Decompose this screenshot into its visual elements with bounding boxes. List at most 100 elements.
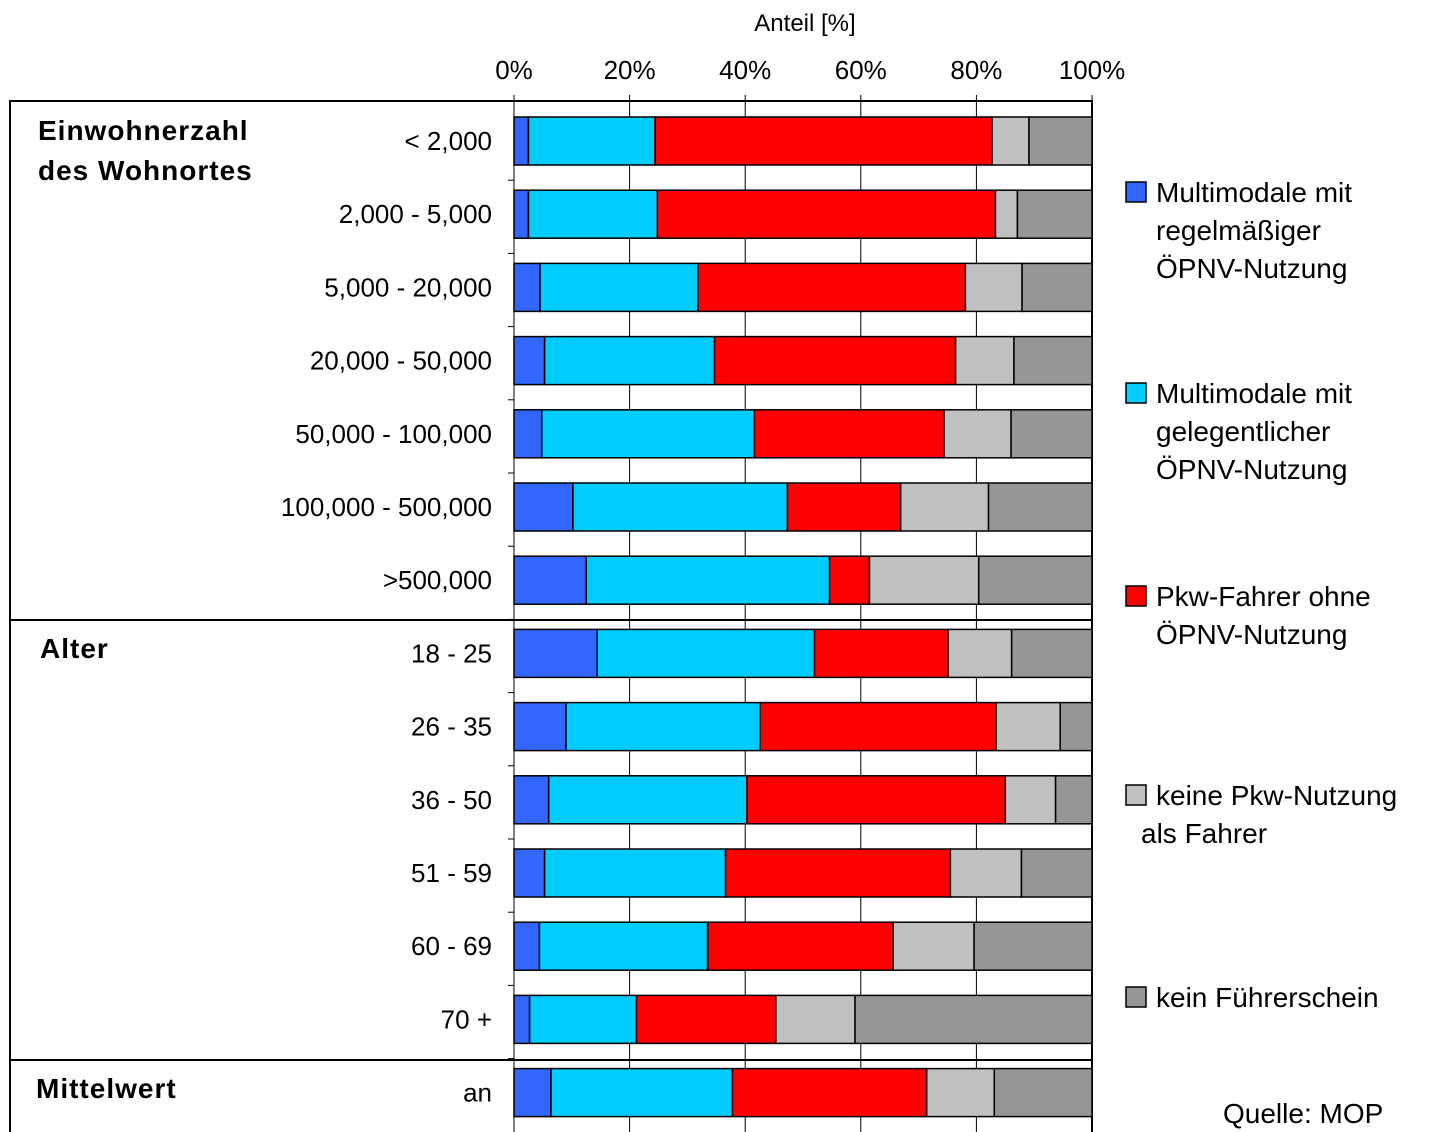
bar-segment	[513, 555, 587, 605]
bar-segment	[1016, 189, 1093, 239]
legend-swatch	[1125, 585, 1147, 607]
bar-segment	[868, 555, 980, 605]
bar-segment	[1054, 775, 1093, 825]
x-tick-label: 60%	[835, 55, 887, 85]
x-tick-label: 0%	[495, 55, 533, 85]
bar-segment	[828, 555, 871, 605]
bar-segment	[539, 262, 699, 313]
bar-segment	[543, 335, 716, 386]
bar-segment	[528, 994, 638, 1045]
group-label: des Wohnortes	[38, 155, 253, 186]
legend-label: ÖPNV-Nutzung	[1156, 253, 1347, 284]
bar-segment	[949, 848, 1023, 898]
bar-segment	[892, 921, 975, 971]
legend-swatch	[1125, 382, 1147, 404]
legend-label: Multimodale mit	[1156, 378, 1352, 409]
legend-swatch	[1125, 784, 1147, 806]
bar-segment	[786, 482, 902, 532]
bar-segment	[964, 262, 1023, 313]
bar-segment	[654, 116, 993, 166]
legend-label: kein Führerschein	[1156, 982, 1379, 1013]
legend-label: Pkw-Fahrer ohne	[1156, 581, 1371, 612]
bar-segment	[713, 335, 957, 386]
bar-segment	[746, 775, 1007, 825]
bar-segment	[1004, 775, 1057, 825]
bar-segment	[513, 409, 543, 459]
bar-segment	[813, 628, 949, 679]
bar-segment	[513, 848, 546, 898]
bar-segment	[1010, 628, 1093, 679]
group-label: Mittelwert	[36, 1073, 177, 1104]
legend-label: keine Pkw-Nutzung	[1156, 780, 1397, 811]
category-label: 2,000 - 5,000	[339, 199, 492, 229]
legend-label: regelmäßiger	[1156, 215, 1321, 246]
bar-segment	[513, 116, 530, 166]
bar-segment	[656, 189, 997, 239]
bar-segment	[1028, 116, 1093, 166]
bar-segment	[527, 189, 659, 239]
legend-label: als Fahrer	[1141, 818, 1267, 849]
bar-segment	[1020, 848, 1093, 898]
category-label: 18 - 25	[411, 638, 492, 668]
bar-segment	[759, 701, 997, 752]
bar-segment	[947, 628, 1013, 679]
category-label: 51 - 59	[411, 858, 492, 888]
bar-segment	[513, 262, 541, 313]
bar-segment	[565, 701, 761, 752]
category-label: < 2,000	[405, 126, 492, 156]
source-note: Quelle: MOP	[1223, 1098, 1383, 1129]
bar-segment	[854, 994, 1093, 1045]
bar-segment	[513, 701, 567, 752]
bar-segment	[1010, 409, 1093, 459]
bar-segment	[513, 482, 574, 532]
category-label: an	[463, 1078, 492, 1108]
bar-segment	[1013, 335, 1093, 386]
bar-segment	[731, 1067, 928, 1118]
chart-frame	[9, 100, 1093, 1132]
x-tick-label: 100%	[1059, 55, 1126, 85]
legend-swatch	[1125, 181, 1147, 203]
bar-segment	[993, 1067, 1093, 1118]
category-label: 60 - 69	[411, 931, 492, 961]
category-label: 26 - 35	[411, 712, 492, 742]
bar-segment	[987, 482, 1093, 532]
x-tick-label: 40%	[719, 55, 771, 85]
bar-segment	[943, 409, 1012, 459]
category-label: 50,000 - 100,000	[295, 419, 492, 449]
bar-segment	[550, 1067, 734, 1118]
legend-label: ÖPNV-Nutzung	[1156, 619, 1347, 650]
bar-segment	[991, 116, 1030, 166]
bar-segment	[513, 775, 550, 825]
bar-segment	[538, 921, 709, 971]
x-tick-label: 20%	[604, 55, 656, 85]
category-label: 36 - 50	[411, 785, 492, 815]
category-label: 70 +	[441, 1004, 492, 1034]
category-label: 20,000 - 50,000	[310, 346, 492, 376]
bar-segment	[547, 775, 748, 825]
bar-segment	[995, 701, 1061, 752]
group-label: Alter	[40, 633, 109, 664]
bar-segment	[697, 262, 967, 313]
bar-segment	[925, 1067, 996, 1118]
x-axis-title: Anteil [%]	[754, 10, 855, 37]
legend-label: Multimodale mit	[1156, 177, 1352, 208]
bar-segment	[706, 921, 894, 971]
bar-segment	[513, 1067, 552, 1118]
bar-segment	[954, 335, 1015, 386]
bar-segment	[994, 189, 1019, 239]
bar-segment	[513, 335, 546, 386]
bar-segment	[513, 189, 530, 239]
bar-segment	[540, 409, 756, 459]
bar-segment	[572, 482, 789, 532]
bar-segment	[585, 555, 831, 605]
bar-segment	[596, 628, 816, 679]
bar-segment	[635, 994, 777, 1045]
bar-segment	[775, 994, 856, 1045]
category-label: 100,000 - 500,000	[281, 492, 492, 522]
bar-segment	[1021, 262, 1093, 313]
bar-segment	[973, 921, 1093, 971]
bar-segment	[724, 848, 952, 898]
bar-segment	[977, 555, 1093, 605]
